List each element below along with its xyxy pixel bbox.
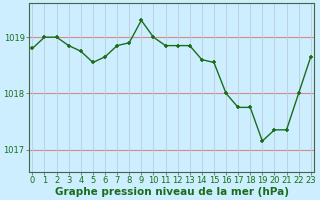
X-axis label: Graphe pression niveau de la mer (hPa): Graphe pression niveau de la mer (hPa) xyxy=(55,187,289,197)
